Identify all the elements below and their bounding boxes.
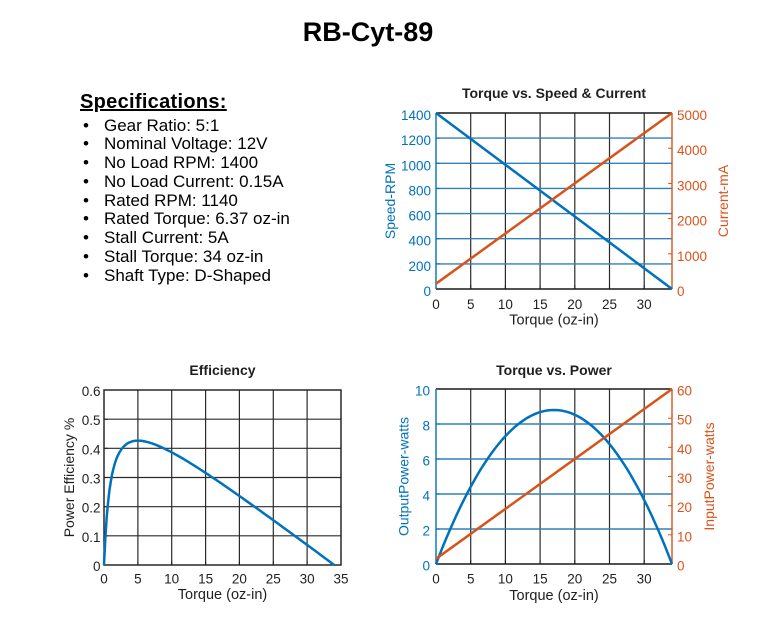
svg-text:Current-mA: Current-mA: [715, 164, 731, 237]
svg-text:Torque vs. Speed & Current: Torque vs. Speed & Current: [462, 85, 646, 101]
svg-text:Power Efficiency %: Power Efficiency %: [61, 418, 77, 538]
svg-text:600: 600: [408, 209, 431, 224]
svg-text:5: 5: [467, 572, 475, 587]
svg-text:0.6: 0.6: [82, 384, 101, 399]
svg-text:0: 0: [677, 284, 685, 299]
svg-text:0.2: 0.2: [82, 501, 101, 516]
svg-text:20: 20: [232, 572, 247, 587]
svg-text:10: 10: [498, 572, 513, 587]
svg-text:60: 60: [677, 384, 692, 399]
svg-text:10: 10: [677, 529, 692, 544]
svg-text:10: 10: [415, 384, 430, 399]
svg-text:0: 0: [423, 284, 431, 299]
svg-text:10: 10: [498, 297, 513, 312]
svg-text:15: 15: [533, 297, 548, 312]
svg-text:30: 30: [637, 297, 652, 312]
svg-text:20: 20: [567, 572, 582, 587]
svg-text:0: 0: [100, 572, 108, 587]
svg-text:InputPower-watts: InputPower-watts: [701, 422, 717, 530]
svg-text:0: 0: [432, 297, 440, 312]
svg-text:0: 0: [93, 559, 101, 574]
svg-text:Torque (oz-in): Torque (oz-in): [178, 587, 267, 603]
svg-text:40: 40: [677, 442, 692, 457]
svg-text:25: 25: [602, 572, 617, 587]
svg-text:0.3: 0.3: [82, 472, 101, 487]
svg-text:0.5: 0.5: [82, 413, 101, 428]
svg-text:10: 10: [164, 572, 179, 587]
svg-text:8: 8: [422, 419, 430, 434]
svg-text:4: 4: [422, 489, 430, 504]
svg-text:35: 35: [333, 572, 348, 587]
svg-text:0.4: 0.4: [82, 442, 101, 457]
svg-text:15: 15: [198, 572, 213, 587]
svg-text:Torque vs. Power: Torque vs. Power: [496, 362, 612, 378]
svg-text:1000: 1000: [677, 249, 707, 264]
svg-text:800: 800: [408, 183, 431, 198]
svg-text:20: 20: [677, 500, 692, 515]
svg-text:Efficiency: Efficiency: [189, 362, 255, 378]
svg-text:25: 25: [266, 572, 281, 587]
svg-text:0: 0: [677, 559, 685, 574]
svg-text:5: 5: [134, 572, 142, 587]
svg-text:20: 20: [567, 297, 582, 312]
svg-text:3000: 3000: [677, 178, 707, 193]
svg-text:2000: 2000: [677, 214, 707, 229]
svg-text:0: 0: [422, 559, 430, 574]
svg-text:5000: 5000: [677, 108, 707, 123]
svg-text:1400: 1400: [401, 108, 431, 123]
svg-text:5: 5: [467, 297, 475, 312]
svg-text:30: 30: [300, 572, 315, 587]
svg-text:200: 200: [408, 259, 431, 274]
svg-text:0: 0: [432, 572, 440, 587]
svg-text:50: 50: [677, 413, 692, 428]
svg-text:400: 400: [408, 234, 431, 249]
svg-text:6: 6: [422, 454, 430, 469]
svg-text:30: 30: [637, 572, 652, 587]
svg-text:0.1: 0.1: [82, 530, 101, 545]
svg-text:15: 15: [533, 572, 548, 587]
svg-text:Speed-RPM: Speed-RPM: [382, 163, 398, 239]
svg-text:Torque (oz-in): Torque (oz-in): [509, 588, 598, 604]
svg-text:1200: 1200: [401, 133, 431, 148]
svg-text:4000: 4000: [677, 143, 707, 158]
svg-text:30: 30: [677, 471, 692, 486]
svg-text:25: 25: [602, 297, 617, 312]
svg-text:1000: 1000: [401, 158, 431, 173]
svg-text:OutputPower-watts: OutputPower-watts: [396, 417, 412, 536]
svg-text:Torque (oz-in): Torque (oz-in): [509, 313, 598, 329]
svg-text:2: 2: [422, 524, 430, 539]
